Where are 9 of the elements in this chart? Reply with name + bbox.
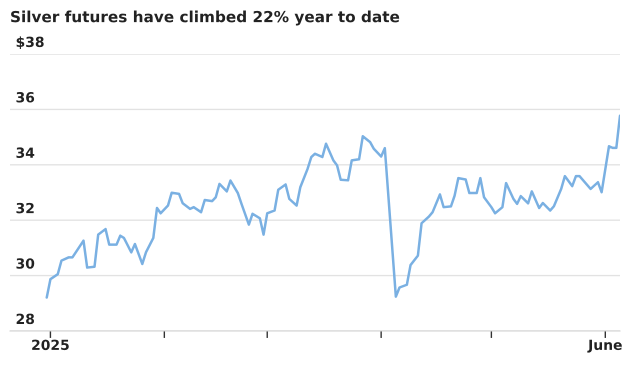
y-tick-label: 36 bbox=[16, 92, 34, 103]
y-tick-label: 34 bbox=[16, 147, 34, 158]
y-tick-label: $38 bbox=[16, 36, 44, 49]
chart-title: Silver futures have climbed 22% year to date bbox=[11, 10, 400, 26]
y-tick-label: 30 bbox=[16, 258, 34, 269]
x-tick-label: June bbox=[587, 340, 622, 353]
y-tick-label: 28 bbox=[16, 314, 34, 324]
y-tick-label: 32 bbox=[16, 202, 34, 214]
x-tick-label: 2025 bbox=[32, 340, 69, 350]
